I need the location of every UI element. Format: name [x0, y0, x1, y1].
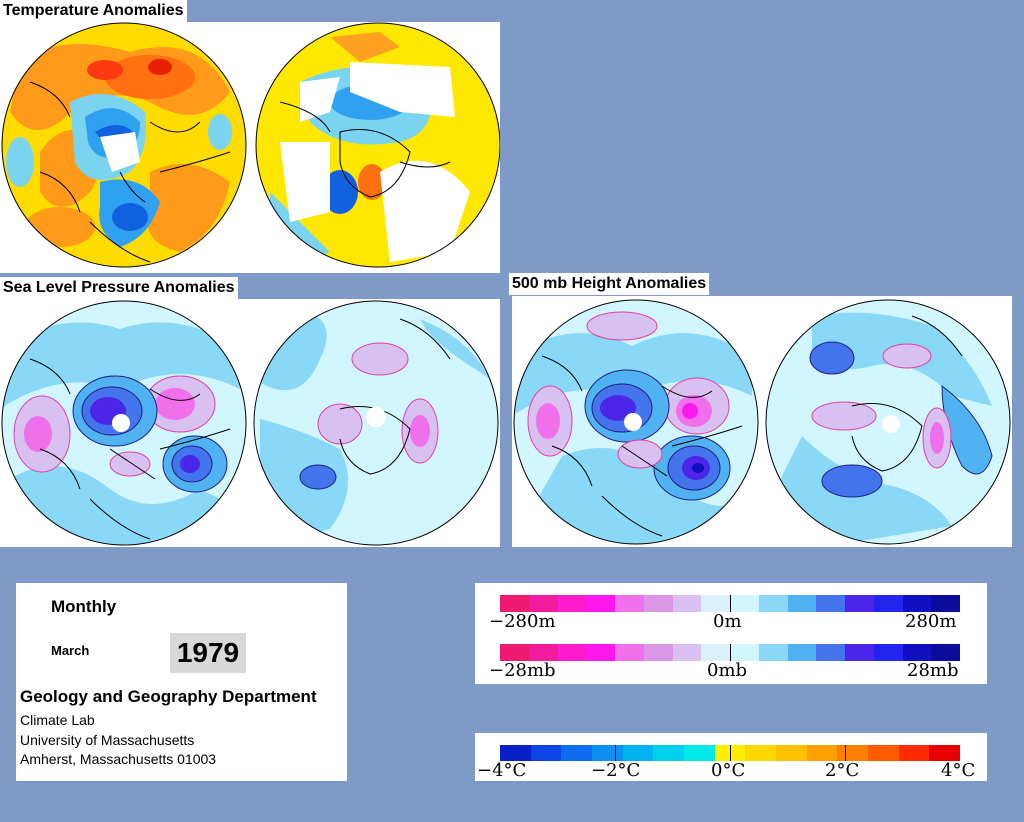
slp-north-map: [2, 301, 246, 545]
pressure-color-segment: [758, 644, 788, 661]
pressure-color-segment: [586, 644, 615, 661]
height-color-segment: [528, 595, 558, 612]
department-label: Geology and Geography Department: [20, 687, 317, 706]
pressure-color-segment: [672, 644, 702, 661]
height-scale-label-max: 280m: [905, 611, 957, 632]
slp-header: Sea Level Pressure Anomalies: [0, 277, 238, 299]
temp-color-segment: [561, 745, 593, 761]
temp-color-segment: [530, 745, 562, 761]
temp-color-segment: [592, 745, 623, 761]
temperature-north-map: [2, 23, 246, 267]
temp-color-segment: [684, 745, 715, 761]
temp-color-segment: [776, 745, 807, 761]
pressure-color-segment: [730, 644, 759, 661]
height-scale-label-zero: 0m: [713, 611, 742, 632]
temp-color-segment: [622, 745, 654, 761]
temperature-scale-box: −4°C −2°C 0°C 2°C 4°C: [475, 733, 987, 781]
pressure-scale-label-max: 28mb: [907, 660, 959, 681]
temp-scale-label-m4: −4°C: [477, 760, 527, 781]
pressure-color-segment: [500, 644, 529, 661]
month-label: March: [51, 643, 90, 658]
pressure-color-segment: [816, 644, 845, 661]
pressure-color-segment: [701, 644, 730, 661]
height-color-segment: [615, 595, 644, 612]
period-label: Monthly: [51, 597, 117, 616]
height-color-segment: [730, 595, 759, 612]
temperature-south-map: [256, 23, 500, 267]
temperature-panel: [0, 22, 500, 273]
height-color-segment: [873, 595, 903, 612]
height-color-segment: [643, 595, 673, 612]
temp-tick: [730, 745, 731, 761]
lab-label: Climate Lab: [20, 712, 95, 728]
pressure-color-segment: [528, 644, 558, 661]
temp-color-segment: [868, 745, 899, 761]
temp-color-segment: [806, 745, 838, 761]
address-label: Amherst, Massachusetts 01003: [20, 751, 217, 767]
height-color-segment: [787, 595, 817, 612]
temp-scale-label-m2: −2°C: [591, 760, 641, 781]
height-color-segment: [758, 595, 788, 612]
zero-tick: [730, 644, 731, 661]
pressure-color-segment: [557, 644, 587, 661]
temp-tick: [615, 745, 616, 761]
temp-color-segment: [745, 745, 777, 761]
pressure-scale-label-zero: 0mb: [707, 660, 748, 681]
temp-color-segment: [653, 745, 685, 761]
height-color-segment: [931, 595, 960, 612]
height-color-segment: [672, 595, 702, 612]
info-box: Monthly March 1979 Geology and Geography…: [16, 583, 347, 781]
pressure-color-segment: [615, 644, 644, 661]
height-color-bar: [500, 595, 960, 612]
temp-color-segment: [500, 745, 531, 761]
pressure-color-segment: [931, 644, 960, 661]
height-scale-label-min: −280m: [489, 611, 556, 632]
height-color-segment: [902, 595, 932, 612]
temp-tick: [845, 745, 846, 761]
slp-panel: [0, 299, 500, 547]
height-color-segment: [557, 595, 587, 612]
temp-color-segment: [837, 745, 869, 761]
temp-color-segment: [898, 745, 930, 761]
temp-scale-label-0: 0°C: [711, 760, 746, 781]
height-color-segment: [816, 595, 845, 612]
height-color-segment: [500, 595, 529, 612]
temperature-header: Temperature Anomalies: [0, 0, 187, 22]
pressure-color-segment: [873, 644, 903, 661]
temp-color-segment: [929, 745, 961, 761]
university-label: University of Massachusetts: [20, 732, 195, 748]
height-panel: [512, 296, 1012, 547]
height-pressure-scale-box: −280m 0m 280m −28mb 0mb 28mb: [475, 583, 987, 684]
zero-tick: [730, 595, 731, 612]
temp-scale-label-p2: 2°C: [825, 760, 860, 781]
pressure-color-segment: [787, 644, 817, 661]
height-header: 500 mb Height Anomalies: [509, 273, 710, 295]
temp-scale-label-p4: 4°C: [941, 760, 976, 781]
pressure-color-bar: [500, 644, 960, 661]
height-color-segment: [845, 595, 874, 612]
pressure-color-segment: [902, 644, 932, 661]
height-color-segment: [586, 595, 615, 612]
height-color-segment: [701, 595, 730, 612]
pressure-color-segment: [643, 644, 673, 661]
year-badge: 1979: [170, 633, 246, 673]
pressure-scale-label-min: −28mb: [489, 660, 556, 681]
pressure-color-segment: [845, 644, 874, 661]
temperature-color-bar: [500, 745, 961, 761]
